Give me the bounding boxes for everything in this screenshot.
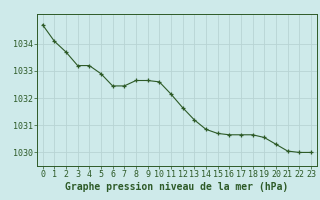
X-axis label: Graphe pression niveau de la mer (hPa): Graphe pression niveau de la mer (hPa) (65, 182, 288, 192)
